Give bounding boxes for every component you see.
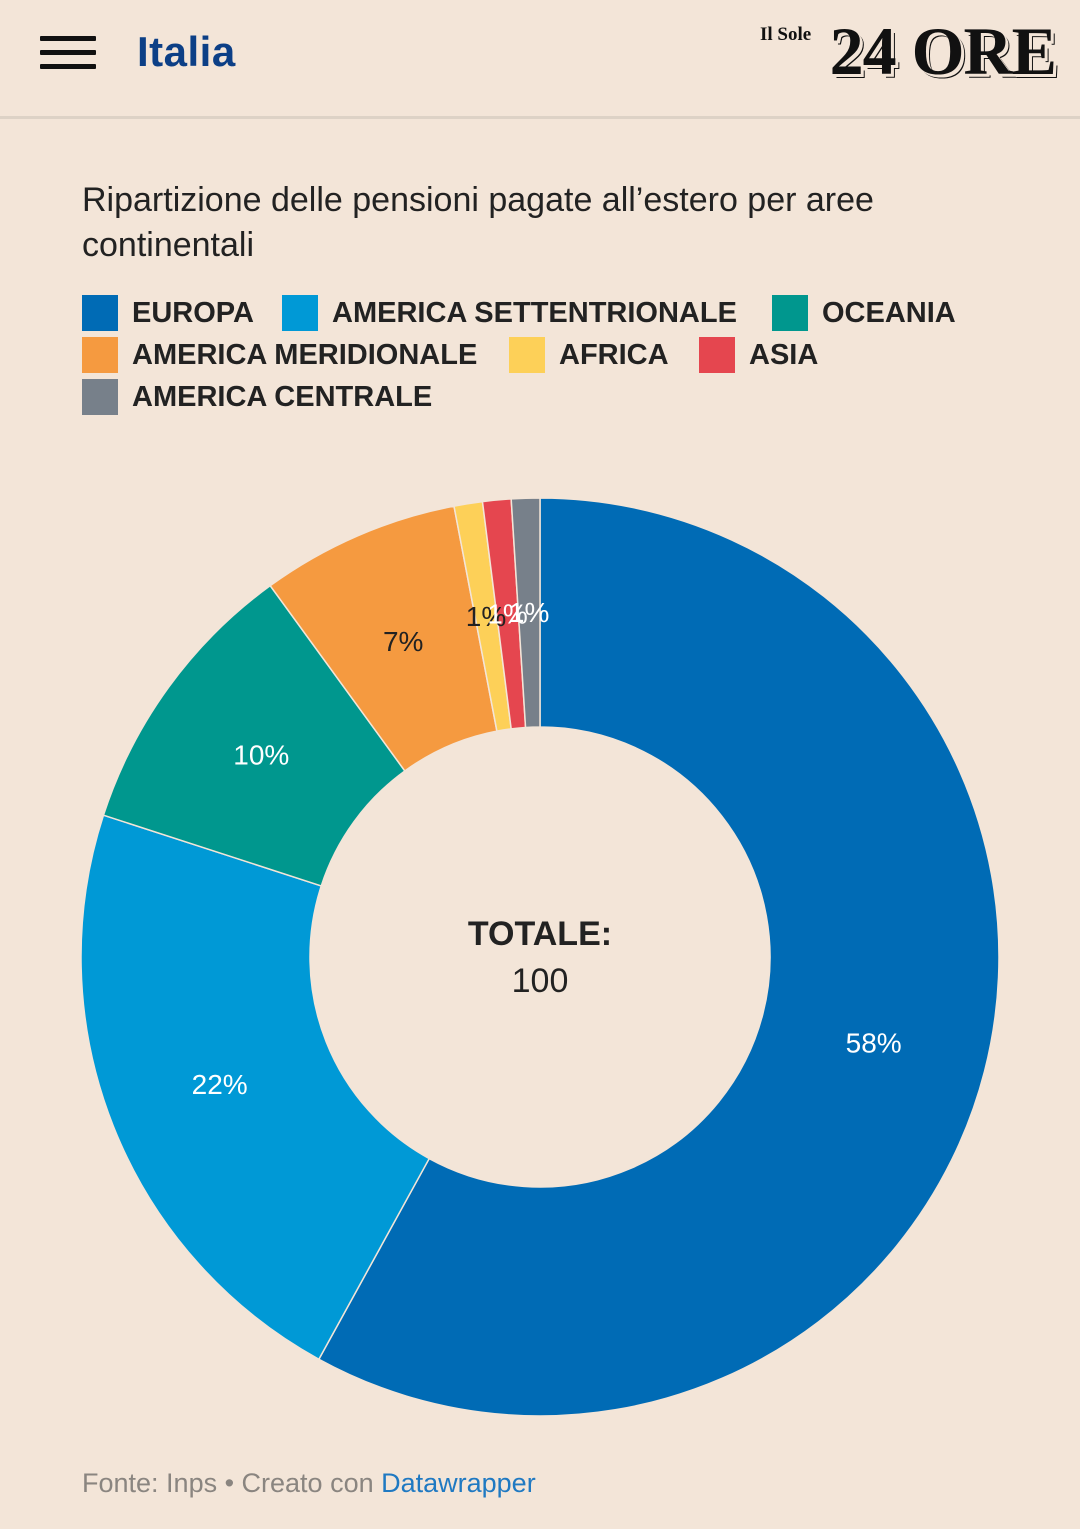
legend-label: OCEANIA (822, 296, 956, 329)
legend-swatch (82, 379, 118, 415)
center-total-label: TOTALE: (468, 915, 612, 953)
legend-label: EUROPA (132, 296, 254, 329)
chart-legend: EUROPA AMERICA SETTENTRIONALE OCEANIA AM… (82, 294, 1022, 420)
slice-america-centrale[interactable] (510, 497, 541, 729)
top-bar: Italia Il Sole 24 ORE (0, 0, 1080, 119)
slice-europa[interactable] (317, 497, 1000, 1417)
legend-label: AMERICA CENTRALE (132, 380, 433, 413)
slice-label-europa: 58% (846, 1028, 902, 1059)
legend-item-oceania: OCEANIA (772, 294, 956, 332)
legend-item-asia: ASIA (699, 336, 818, 374)
donut-slice-labels: 58% 22% 10% 7% 1%1%1% (192, 597, 902, 1100)
center-total-value: 100 (512, 962, 569, 1000)
chart-title: Ripartizione delle pensioni pagate all’e… (82, 181, 874, 264)
legend-item-europa: EUROPA (82, 294, 254, 332)
logo-small-text: Il Sole (760, 24, 812, 45)
slice-america-settentrionale[interactable] (80, 814, 431, 1361)
legend-item-africa: AFRICA (509, 336, 669, 374)
legend-swatch (82, 337, 118, 373)
logo-big-text: 24 ORE (829, 13, 1057, 89)
slice-label-america-centrale: 1% (509, 597, 549, 628)
section-title[interactable]: Italia (137, 28, 236, 75)
legend-label: AMERICA MERIDIONALE (132, 338, 478, 371)
donut-chart: 58% 22% 10% 7% 1%1%1% TOTALE: 100 (80, 497, 1000, 1417)
chart-footer: Fonte: Inps • Creato con Datawrapper (82, 1468, 536, 1499)
legend-swatch (772, 295, 808, 331)
slice-label-america-meridionale: 7% (383, 626, 423, 657)
hamburger-menu-icon[interactable] (40, 36, 96, 70)
legend-label: AMERICA SETTENTRIONALE (332, 296, 737, 329)
slice-label-oceania: 10% (233, 740, 289, 771)
legend-label: AFRICA (559, 338, 669, 371)
legend-label: ASIA (749, 338, 819, 371)
legend-item-america-settentrionale: AMERICA SETTENTRIONALE (282, 294, 737, 332)
slice-label-america-settentrionale: 22% (192, 1069, 248, 1100)
slice-oceania[interactable] (102, 584, 406, 887)
datawrapper-link[interactable]: Datawrapper (381, 1468, 536, 1498)
il-sole-24-ore-logo[interactable]: Il Sole 24 ORE (756, 13, 1057, 89)
source-text: Fonte: Inps • Creato con (82, 1468, 382, 1498)
slice-label-africa: 1% (466, 601, 506, 632)
legend-item-america-meridionale: AMERICA MERIDIONALE (82, 336, 477, 374)
legend-swatch (282, 295, 318, 331)
donut-slices (80, 497, 1000, 1417)
legend-swatch (699, 337, 735, 373)
legend-item-america-centrale: AMERICA CENTRALE (82, 378, 432, 416)
legend-swatch (82, 295, 118, 331)
slice-label-asia: 1% (487, 599, 527, 630)
legend-swatch (509, 337, 545, 373)
